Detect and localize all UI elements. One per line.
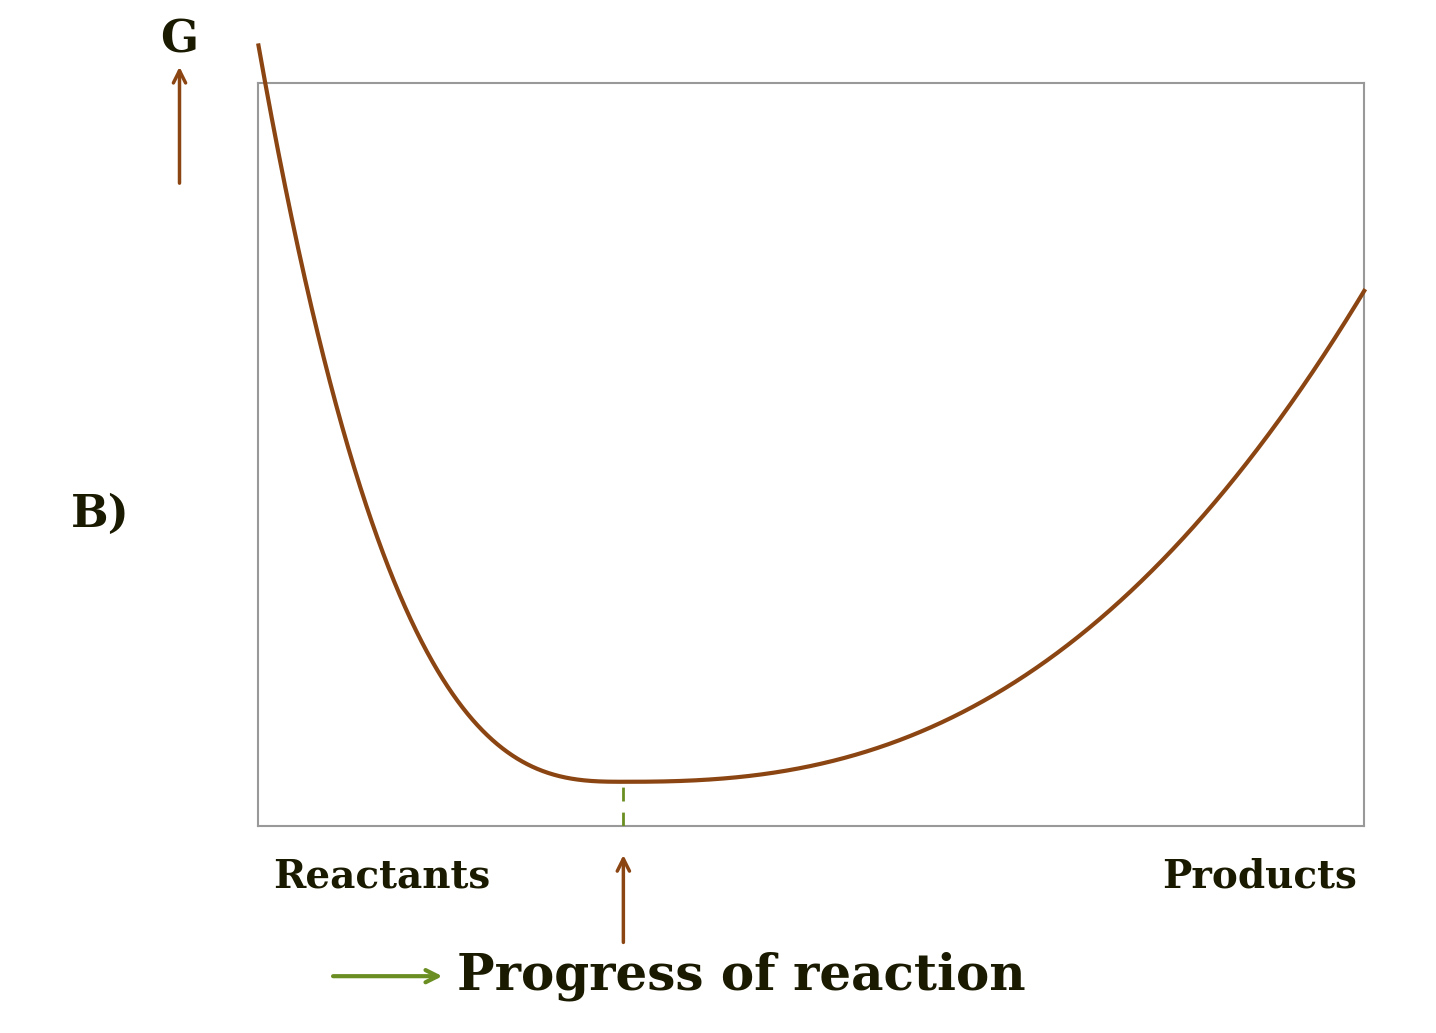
Text: Products: Products — [1162, 857, 1357, 896]
Text: Progress of reaction: Progress of reaction — [457, 951, 1025, 1001]
Text: G: G — [161, 19, 198, 62]
Text: Reactants: Reactants — [273, 857, 490, 896]
Text: B): B) — [72, 493, 129, 535]
